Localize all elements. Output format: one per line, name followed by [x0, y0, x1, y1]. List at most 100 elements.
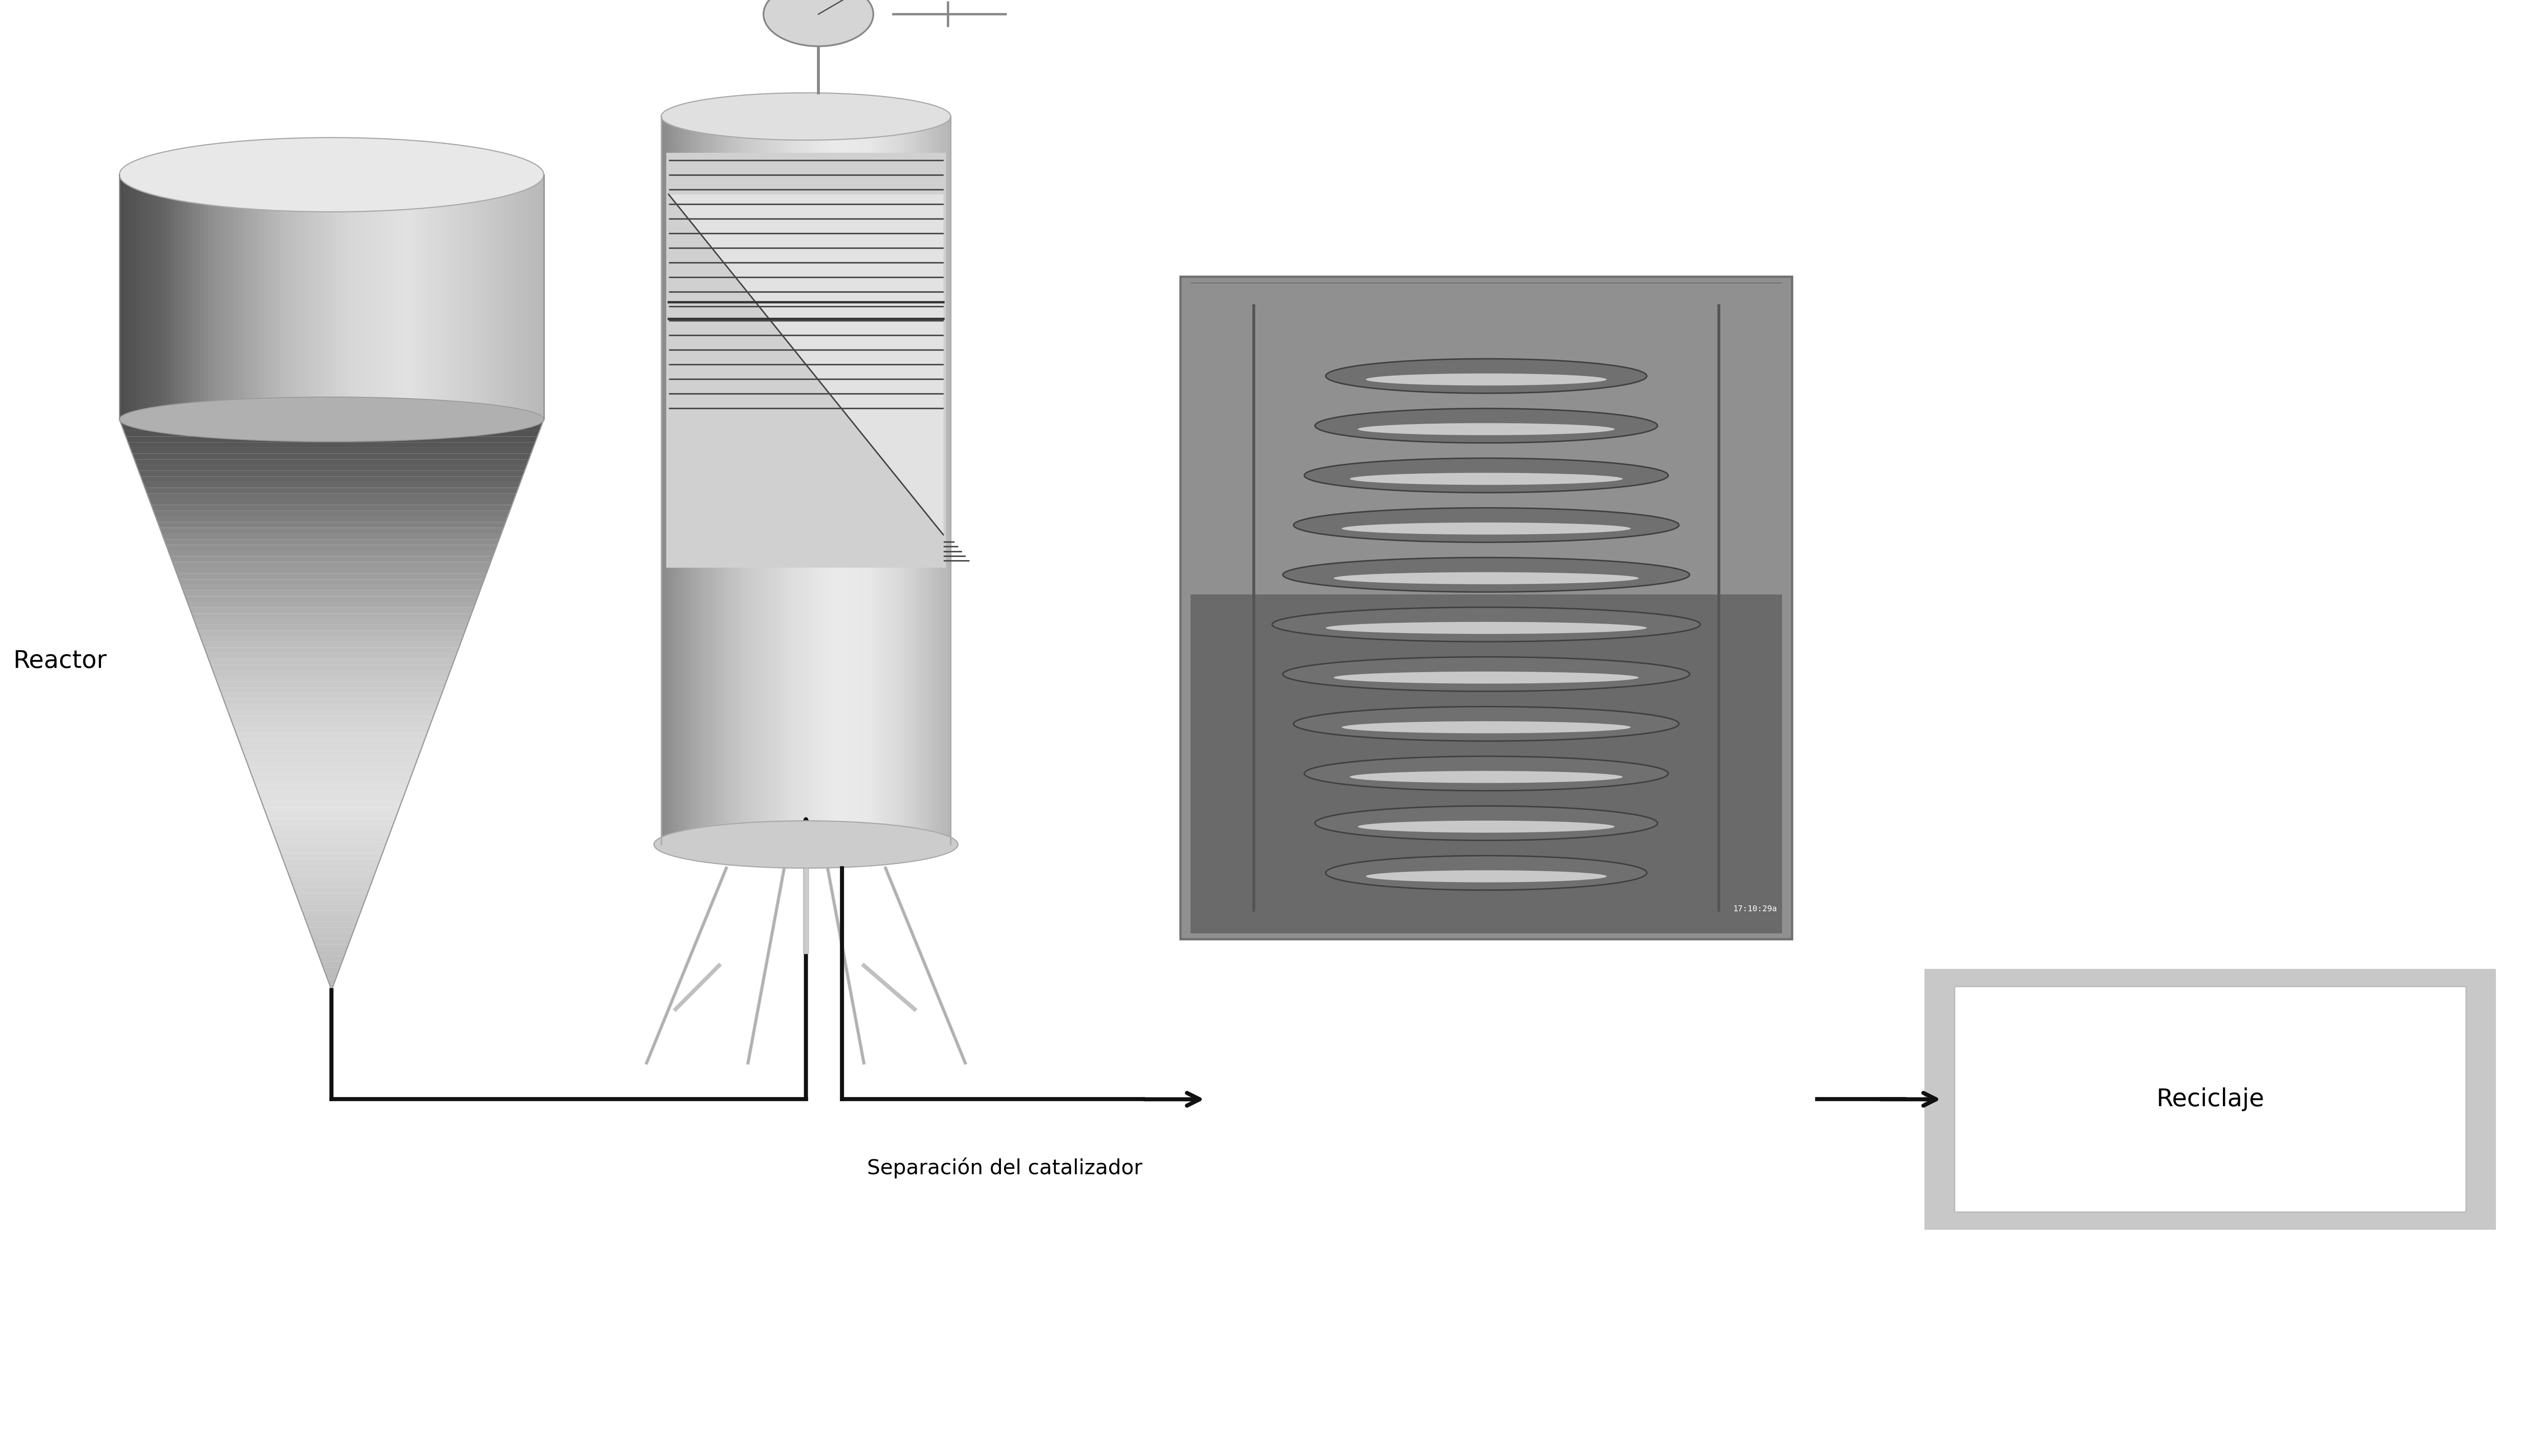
- Polygon shape: [930, 116, 933, 844]
- Polygon shape: [722, 116, 724, 844]
- Polygon shape: [226, 705, 437, 711]
- Polygon shape: [127, 443, 536, 448]
- Polygon shape: [264, 808, 399, 812]
- Ellipse shape: [653, 821, 958, 868]
- Polygon shape: [798, 116, 800, 844]
- Polygon shape: [335, 175, 340, 419]
- Ellipse shape: [1334, 572, 1639, 584]
- Polygon shape: [884, 116, 887, 844]
- Polygon shape: [152, 175, 158, 419]
- Polygon shape: [313, 939, 351, 945]
- Polygon shape: [234, 175, 239, 419]
- Polygon shape: [404, 175, 409, 419]
- Polygon shape: [147, 494, 516, 499]
- Polygon shape: [488, 175, 493, 419]
- Polygon shape: [424, 175, 429, 419]
- Polygon shape: [523, 175, 526, 419]
- Polygon shape: [254, 779, 409, 785]
- Polygon shape: [783, 116, 785, 844]
- Polygon shape: [191, 175, 196, 419]
- Polygon shape: [518, 175, 523, 419]
- Polygon shape: [501, 175, 506, 419]
- Polygon shape: [180, 585, 483, 591]
- Polygon shape: [762, 116, 765, 844]
- Polygon shape: [907, 116, 910, 844]
- Polygon shape: [165, 545, 498, 550]
- Polygon shape: [152, 505, 511, 511]
- Polygon shape: [945, 116, 948, 844]
- Polygon shape: [295, 893, 368, 898]
- Polygon shape: [150, 499, 513, 505]
- Polygon shape: [234, 728, 429, 734]
- Polygon shape: [236, 734, 427, 740]
- Polygon shape: [755, 116, 757, 844]
- Polygon shape: [887, 116, 889, 844]
- Polygon shape: [462, 175, 468, 419]
- Polygon shape: [767, 116, 770, 844]
- Polygon shape: [193, 619, 470, 625]
- Polygon shape: [943, 116, 945, 844]
- Polygon shape: [302, 175, 305, 419]
- Polygon shape: [752, 116, 755, 844]
- Polygon shape: [244, 756, 419, 761]
- Polygon shape: [846, 116, 849, 844]
- Polygon shape: [287, 871, 376, 877]
- Polygon shape: [140, 175, 145, 419]
- Polygon shape: [747, 116, 752, 844]
- Polygon shape: [137, 464, 526, 470]
- Polygon shape: [203, 642, 460, 648]
- Polygon shape: [188, 601, 475, 607]
- Polygon shape: [361, 175, 366, 419]
- Polygon shape: [828, 116, 831, 844]
- Polygon shape: [663, 116, 666, 844]
- Polygon shape: [285, 865, 379, 871]
- Polygon shape: [719, 116, 722, 844]
- Polygon shape: [198, 630, 465, 636]
- Bar: [1924, 970, 2495, 1229]
- Polygon shape: [745, 116, 747, 844]
- Polygon shape: [737, 116, 739, 844]
- Polygon shape: [254, 785, 409, 791]
- Polygon shape: [201, 175, 203, 419]
- Polygon shape: [125, 175, 127, 419]
- Polygon shape: [450, 175, 455, 419]
- Polygon shape: [191, 613, 473, 619]
- Polygon shape: [678, 116, 681, 844]
- Polygon shape: [785, 116, 788, 844]
- Polygon shape: [224, 699, 440, 705]
- Polygon shape: [933, 116, 935, 844]
- Polygon shape: [170, 556, 493, 562]
- Polygon shape: [803, 116, 805, 844]
- Polygon shape: [318, 175, 323, 419]
- Polygon shape: [811, 116, 816, 844]
- Polygon shape: [795, 116, 798, 844]
- Polygon shape: [241, 175, 246, 419]
- Polygon shape: [531, 175, 536, 419]
- Polygon shape: [686, 116, 691, 844]
- Polygon shape: [290, 175, 292, 419]
- Polygon shape: [358, 175, 361, 419]
- Polygon shape: [742, 116, 745, 844]
- Polygon shape: [246, 175, 252, 419]
- Text: Reactor: Reactor: [13, 649, 107, 673]
- Polygon shape: [216, 175, 221, 419]
- Polygon shape: [305, 916, 358, 922]
- Polygon shape: [340, 175, 346, 419]
- Polygon shape: [485, 175, 488, 419]
- Polygon shape: [912, 116, 915, 844]
- Polygon shape: [269, 824, 394, 830]
- Polygon shape: [315, 945, 348, 951]
- Polygon shape: [315, 175, 318, 419]
- Polygon shape: [305, 175, 310, 419]
- Ellipse shape: [1357, 821, 1614, 833]
- Polygon shape: [455, 175, 460, 419]
- Ellipse shape: [1293, 706, 1680, 741]
- Polygon shape: [480, 175, 485, 419]
- Polygon shape: [155, 517, 508, 523]
- Polygon shape: [940, 116, 943, 844]
- Polygon shape: [183, 591, 480, 597]
- Ellipse shape: [1304, 459, 1669, 492]
- Polygon shape: [277, 175, 280, 419]
- Polygon shape: [320, 961, 343, 967]
- Polygon shape: [757, 116, 760, 844]
